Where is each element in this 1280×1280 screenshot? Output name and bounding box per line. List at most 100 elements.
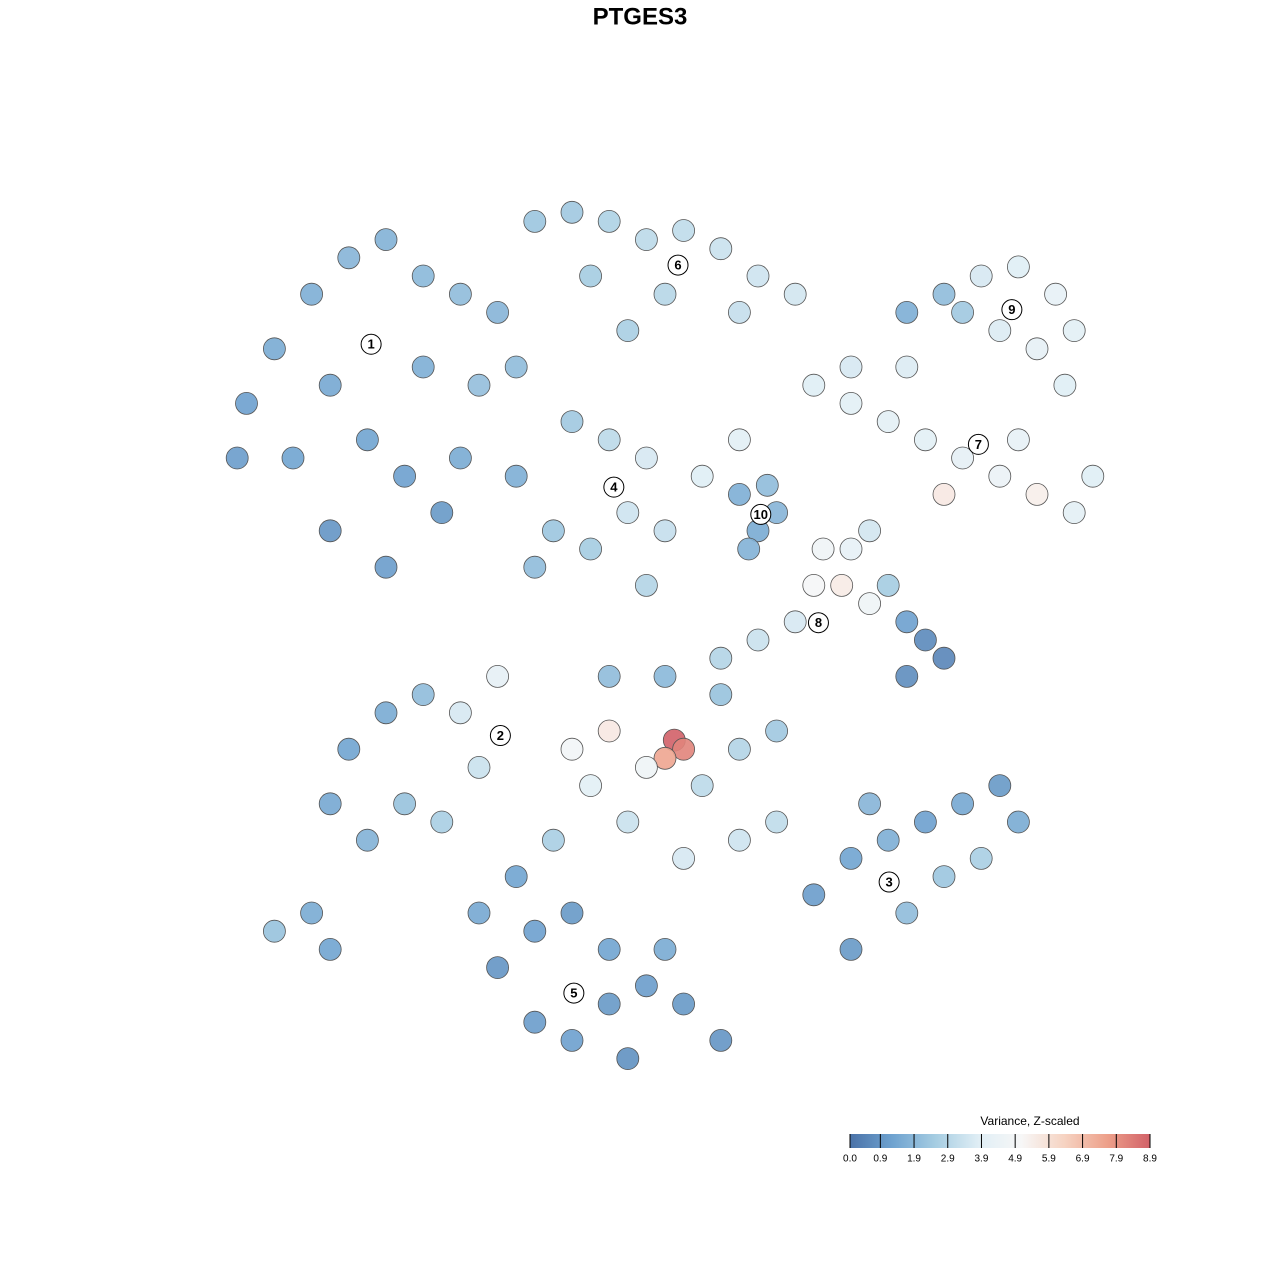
point — [523, 919, 547, 943]
point — [839, 537, 863, 561]
point — [672, 737, 695, 761]
point — [876, 574, 900, 597]
point — [281, 446, 305, 470]
point — [951, 300, 974, 324]
points — [225, 200, 1105, 1070]
point — [653, 282, 677, 306]
point — [876, 828, 900, 852]
point — [709, 1029, 733, 1052]
cluster-marker — [878, 871, 900, 893]
point — [523, 1010, 547, 1034]
point — [914, 428, 937, 452]
point — [653, 665, 677, 688]
colorbar-title: Variance, Z-scaled — [980, 1114, 1079, 1128]
point — [969, 847, 993, 870]
point — [783, 282, 807, 306]
colorbar-tick-label: 2.9 — [941, 1154, 955, 1165]
point — [300, 901, 324, 925]
point — [225, 446, 249, 470]
point — [1081, 464, 1105, 488]
point — [579, 537, 602, 561]
point — [830, 574, 854, 597]
cluster-label: 4 — [610, 480, 618, 495]
colorbar-tick-label: 7.9 — [1109, 1154, 1123, 1165]
point — [914, 810, 937, 834]
point — [932, 282, 956, 306]
point — [300, 282, 324, 306]
point — [728, 482, 751, 506]
point — [932, 482, 956, 506]
point — [542, 519, 565, 543]
point — [337, 246, 361, 270]
point — [560, 1029, 584, 1052]
point — [560, 410, 584, 434]
point — [318, 519, 342, 543]
point — [709, 646, 733, 670]
colorbar-tick-label: 1.9 — [907, 1154, 921, 1165]
point — [597, 719, 621, 743]
point — [393, 464, 417, 488]
point — [504, 865, 528, 888]
point — [653, 519, 677, 543]
point — [839, 391, 863, 415]
point — [374, 555, 398, 579]
point — [486, 665, 510, 688]
point — [411, 264, 435, 288]
point — [765, 810, 788, 834]
point — [616, 319, 640, 343]
cluster-label: 5 — [570, 986, 577, 1001]
point — [690, 774, 714, 797]
point — [430, 501, 454, 524]
point — [951, 446, 974, 470]
point — [504, 464, 528, 488]
colorbar — [850, 1134, 1150, 1148]
point — [895, 300, 919, 324]
point — [728, 828, 751, 852]
colorbar-tick-label: 6.9 — [1076, 1154, 1090, 1165]
point — [672, 219, 695, 242]
point — [932, 865, 956, 888]
point — [467, 901, 491, 925]
point — [690, 464, 714, 488]
point — [1062, 501, 1086, 524]
colorbar-tick-label: 4.9 — [1008, 1154, 1022, 1165]
cluster-marker — [603, 476, 625, 498]
point — [988, 464, 1012, 488]
point — [1044, 282, 1067, 306]
point — [393, 792, 417, 816]
cluster-marker — [807, 612, 829, 634]
cluster-marker — [563, 982, 585, 1004]
point — [802, 883, 826, 907]
cluster-labels: 1 6 9 7 4 10 8 2 3 5 — [360, 254, 1023, 1004]
cluster-marker — [360, 333, 382, 355]
point — [746, 264, 770, 288]
point — [635, 228, 658, 252]
cluster-label: 9 — [1008, 302, 1015, 317]
point — [467, 373, 491, 397]
cluster-label: 1 — [368, 337, 375, 352]
colorbar-tick-label: 0.9 — [873, 1154, 887, 1165]
point — [635, 574, 658, 597]
point — [709, 237, 733, 261]
colorbar-tick-label: 5.9 — [1042, 1154, 1056, 1165]
cluster-label: 6 — [674, 258, 681, 273]
point — [1025, 337, 1049, 361]
point — [262, 919, 286, 943]
point — [616, 501, 640, 524]
point — [597, 209, 621, 233]
point — [895, 355, 919, 379]
point — [448, 446, 472, 470]
point — [755, 473, 779, 497]
colorbar-tick-label: 0.0 — [843, 1154, 857, 1165]
point — [597, 938, 621, 961]
point — [616, 810, 640, 834]
point — [337, 737, 361, 761]
point — [728, 300, 751, 324]
point — [597, 665, 621, 688]
point — [969, 264, 993, 288]
point — [542, 828, 565, 852]
point — [579, 264, 602, 288]
point — [858, 792, 881, 816]
point — [411, 683, 435, 706]
